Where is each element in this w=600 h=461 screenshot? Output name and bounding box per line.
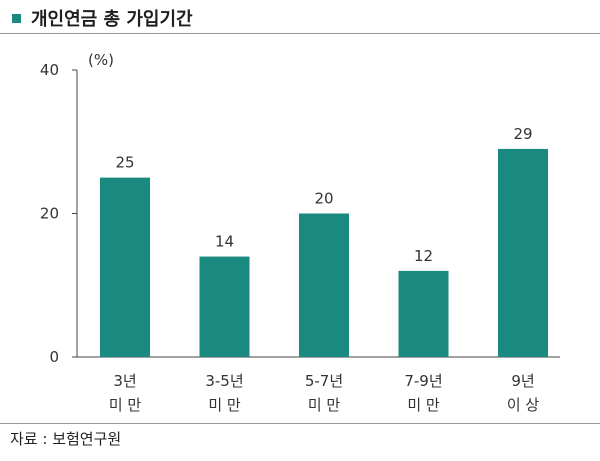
bar <box>498 148 548 357</box>
x-tick-label: 미 만 <box>208 396 241 414</box>
x-tick-label: 이 상 <box>507 396 540 414</box>
bar-value-label: 25 <box>115 154 134 172</box>
bar-value-label: 12 <box>414 247 433 265</box>
bar <box>398 270 449 357</box>
bar-value-label: 29 <box>513 125 532 143</box>
x-tick-label: 3년 <box>113 372 136 390</box>
x-tick-label: 미 만 <box>407 396 440 414</box>
source-note: 자료 : 보험연구원 <box>10 430 122 448</box>
y-tick-label: 20 <box>40 205 59 223</box>
y-tick-label: 0 <box>49 348 59 366</box>
x-tick-label: 3-5년 <box>205 372 243 390</box>
chart-title: 개인연금 총 가입기간 <box>31 9 193 30</box>
bar <box>299 213 349 357</box>
bottom-divider <box>0 423 600 424</box>
bar <box>100 177 150 357</box>
title-marker-icon <box>12 13 21 23</box>
x-tick-label: 미 만 <box>308 396 341 414</box>
y-tick-label: 40 <box>40 61 59 79</box>
y-unit-label: (%) <box>88 51 114 69</box>
bar-value-label: 20 <box>314 190 333 208</box>
bar <box>199 256 250 357</box>
title-divider <box>0 33 600 34</box>
x-tick-label: 5-7년 <box>305 372 343 390</box>
bar-value-label: 14 <box>215 233 234 251</box>
x-tick-label: 7-9년 <box>404 372 442 390</box>
x-tick-label: 9년 <box>511 372 534 390</box>
x-tick-label: 미 만 <box>109 396 142 414</box>
chart-header: 개인연금 총 가입기간 <box>10 6 193 30</box>
